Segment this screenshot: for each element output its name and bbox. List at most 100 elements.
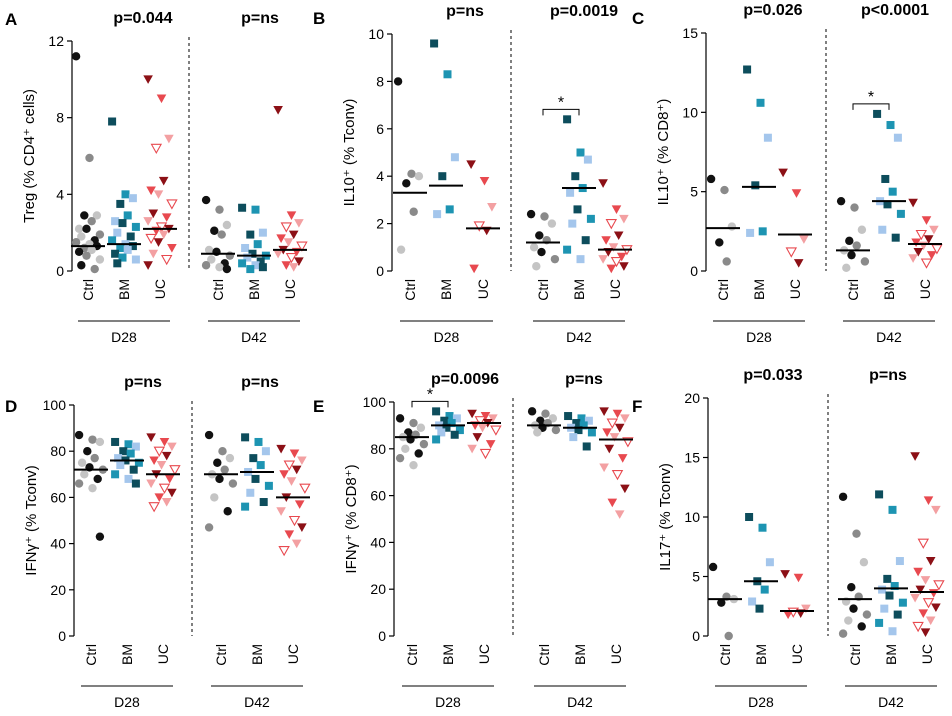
series-d42-bm: [563, 412, 597, 451]
data-point: [161, 451, 172, 461]
data-point: [111, 249, 120, 258]
series-d42-ctrl: [838, 492, 872, 638]
data-point: [273, 106, 283, 115]
data-point: [111, 217, 120, 226]
data-point: [241, 502, 250, 511]
y-tick-label: 20: [370, 581, 386, 597]
data-point: [210, 493, 219, 502]
y-tick-label: 0: [690, 263, 698, 279]
timepoint-label: D42: [567, 694, 593, 710]
data-point: [574, 426, 583, 435]
data-point: [859, 558, 869, 567]
data-point: [885, 591, 894, 600]
data-point: [765, 558, 774, 567]
y-tick-label: 12: [48, 33, 64, 49]
data-point: [913, 247, 924, 257]
data-point: [619, 262, 629, 271]
data-point: [87, 216, 96, 226]
y-tick-label: 80: [50, 443, 66, 459]
data-point: [77, 261, 86, 270]
data-point: [90, 453, 99, 463]
data-point: [881, 174, 890, 183]
data-point: [83, 447, 92, 456]
series-d28-uc: [467, 409, 502, 460]
data-point: [131, 442, 140, 451]
group-label-bm: BM: [753, 644, 769, 665]
p-value-label: p<0.0001: [861, 2, 929, 19]
data-point: [895, 557, 904, 566]
data-point: [931, 603, 941, 613]
data-point: [148, 249, 159, 259]
data-point: [611, 205, 622, 214]
data-point: [218, 447, 227, 456]
data-point: [294, 257, 304, 267]
data-point: [148, 502, 160, 513]
data-point: [920, 258, 933, 269]
group-label-bm: BM: [246, 279, 262, 300]
data-point: [923, 496, 934, 505]
group-label-bm: BM: [883, 644, 899, 665]
data-point: [238, 203, 247, 212]
data-point: [146, 433, 156, 442]
data-point: [246, 265, 255, 274]
timepoint-label: D42: [878, 694, 904, 710]
series-d28-bm: [110, 437, 144, 488]
data-point: [116, 244, 125, 252]
group-label-bm: BM: [572, 644, 588, 665]
data-point: [920, 628, 931, 638]
data-point: [878, 225, 887, 234]
y-tick-label: 10: [682, 104, 698, 120]
timepoint-label: D28: [746, 329, 772, 345]
series-d42-ctrl: [204, 430, 238, 532]
y-axis-label: IL17⁺ (% Tconv): [657, 463, 674, 571]
data-point: [248, 249, 257, 258]
data-point: [467, 444, 477, 454]
data-point: [568, 219, 577, 228]
data-point: [883, 574, 892, 583]
data-point: [288, 515, 301, 527]
data-point: [793, 259, 804, 268]
data-point: [280, 222, 293, 233]
data-point: [929, 225, 939, 235]
data-point: [842, 263, 851, 273]
data-point: [620, 484, 630, 494]
series-d28-bm: [742, 65, 776, 237]
data-point: [111, 437, 120, 446]
data-point: [220, 465, 229, 474]
data-point: [291, 465, 302, 475]
data-point: [225, 453, 235, 463]
data-point: [243, 253, 252, 262]
data-point: [852, 529, 861, 538]
series-d28-bm: [431, 407, 465, 444]
data-point: [566, 188, 575, 197]
data-point: [246, 488, 255, 497]
data-point: [602, 428, 612, 438]
data-point: [573, 205, 582, 214]
data-point: [222, 264, 232, 274]
data-point: [93, 474, 102, 484]
series-d42-uc: [273, 106, 308, 272]
data-point: [92, 211, 102, 220]
y-axis-label: Treg (% CD4⁺ cells): [21, 89, 38, 223]
data-point: [745, 513, 754, 521]
data-point: [161, 213, 172, 222]
data-point: [860, 257, 870, 266]
data-point: [746, 228, 755, 237]
data-point: [450, 430, 459, 439]
y-tick-label: 5: [692, 569, 700, 585]
data-point: [225, 251, 235, 260]
data-point: [526, 209, 536, 219]
timepoint-label: D42: [566, 329, 592, 345]
data-point: [74, 224, 84, 234]
data-point: [238, 259, 247, 268]
data-point: [158, 176, 169, 186]
data-point: [873, 109, 882, 118]
data-point: [146, 479, 156, 489]
significance-star: *: [868, 89, 874, 106]
data-point: [409, 207, 418, 216]
data-point: [158, 230, 169, 240]
data-point: [438, 172, 447, 181]
y-tick-label: 6: [376, 121, 384, 137]
y-tick-label: 20: [684, 390, 700, 406]
